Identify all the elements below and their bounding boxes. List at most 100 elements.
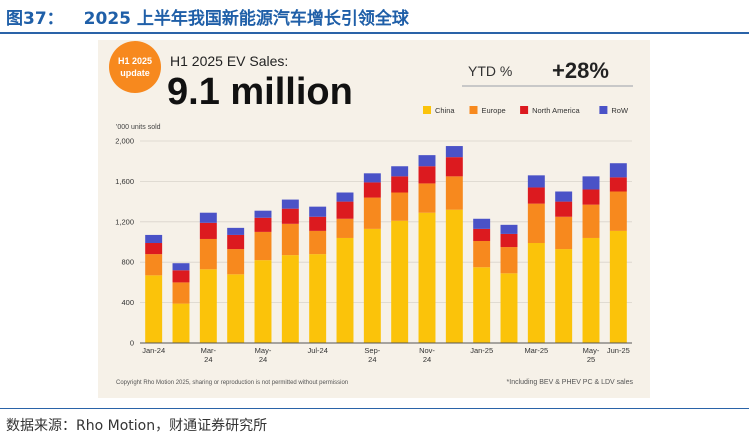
bar-europe-mar-25: [527, 203, 545, 244]
bar-china-apr-25: [555, 249, 573, 343]
bar-row-aug-24: [336, 192, 354, 202]
x-tick-label: 24: [368, 355, 376, 364]
x-tick-label: 24: [259, 355, 267, 364]
bar-china-jul-24: [309, 254, 327, 343]
legend-label-row: RoW: [611, 106, 629, 115]
legend-swatch-row: [599, 106, 608, 114]
bar-row-apr-24: [227, 227, 245, 235]
bar-north-america-mar-25: [527, 187, 545, 204]
bar-row-jan-24: [145, 234, 163, 244]
figure-number: 图37：: [6, 9, 64, 29]
ytd-label: YTD %: [468, 63, 512, 79]
x-tick-label: Jan-24: [142, 346, 165, 355]
legend: China Europe North America RoW: [423, 106, 629, 115]
bar-china-nov-24: [418, 212, 436, 343]
x-tick-label: Nov-: [419, 346, 435, 355]
bar-row-may-25: [582, 176, 600, 190]
y-tick-label: 0: [130, 339, 134, 348]
bar-north-america-jul-24: [309, 216, 327, 231]
headline-value: 9.1 million: [167, 71, 353, 113]
bar-north-america-mar-24: [199, 222, 217, 239]
headline-label: H1 2025 EV Sales:: [170, 53, 288, 69]
x-tick-label: Mar-: [201, 346, 217, 355]
legend-label-china: China: [435, 106, 455, 115]
bar-china-feb-25: [500, 273, 518, 343]
bar-row-oct-24: [391, 166, 409, 177]
bar-europe-sep-24: [363, 197, 381, 229]
legend-label-europe: Europe: [482, 106, 506, 115]
bar-europe-apr-25: [555, 216, 573, 250]
unit-label: '000 units sold: [116, 124, 161, 131]
x-tick-label: Mar-25: [524, 346, 548, 355]
badge-line1: H1 2025: [118, 56, 152, 66]
bar-europe-oct-24: [391, 192, 409, 221]
bar-row-jan-25: [473, 218, 491, 229]
legend-swatch-north-america: [520, 106, 529, 114]
bar-europe-jan-24: [145, 254, 163, 276]
bar-row-feb-24: [172, 263, 190, 271]
bar-north-america-nov-24: [418, 166, 436, 184]
x-tick-label: May-: [583, 346, 600, 355]
bar-row-nov-24: [418, 155, 436, 167]
bar-row-jun-25: [609, 163, 627, 178]
bar-row-jul-24: [309, 206, 327, 217]
bar-north-america-may-25: [582, 189, 600, 205]
bar-europe-jan-25: [473, 240, 491, 268]
bar-north-america-dec-24: [445, 157, 463, 177]
bar-north-america-jun-24: [281, 208, 299, 224]
bar-china-may-25: [582, 237, 600, 343]
x-tick-label: Jun-25: [607, 346, 630, 355]
x-tick-label: Jul-24: [307, 346, 327, 355]
legend-swatch-china: [423, 106, 431, 114]
bar-row-feb-25: [500, 224, 518, 234]
bar-china-feb-24: [172, 303, 190, 343]
footer-rule: [0, 408, 749, 409]
bar-europe-dec-24: [445, 176, 463, 210]
bar-europe-jun-24: [281, 223, 299, 256]
bar-north-america-sep-24: [363, 182, 381, 198]
figure-title: 图37： 2025 上半年我国新能源汽车增长引领全球: [6, 4, 409, 29]
y-tick-label: 1,200: [115, 217, 134, 226]
gridlines: [140, 140, 632, 304]
bar-china-mar-24: [199, 269, 217, 343]
bar-row-jun-24: [281, 199, 299, 209]
bar-row-may-24: [254, 210, 272, 218]
y-axis-ticks: 0 400 800 1,200 1,600 2,000: [115, 137, 134, 348]
legend-label-north-america: North America: [532, 106, 580, 115]
bar-europe-jul-24: [309, 230, 327, 255]
bars: [145, 146, 627, 343]
y-tick-label: 2,000: [115, 137, 134, 146]
legend-swatch-europe: [469, 106, 478, 114]
bar-row-dec-24: [445, 146, 463, 158]
bar-row-mar-25: [527, 175, 545, 188]
title-rule: [0, 32, 749, 34]
badge-line2: update: [120, 68, 150, 78]
bar-china-jan-25: [473, 267, 491, 343]
source-line: 数据来源：Rho Motion，财通证券研究所: [6, 418, 268, 434]
y-tick-label: 800: [121, 258, 134, 267]
bar-europe-jun-25: [609, 191, 627, 231]
bar-row-sep-24: [363, 173, 381, 183]
x-tick-label: Jan-25: [470, 346, 493, 355]
bar-north-america-jun-25: [609, 177, 627, 192]
bar-china-jun-24: [281, 255, 299, 343]
bar-north-america-feb-25: [500, 233, 518, 248]
bar-china-dec-24: [445, 209, 463, 343]
bar-north-america-apr-24: [227, 234, 245, 250]
ytd-value: +28%: [552, 58, 609, 83]
x-tick-label: 24: [204, 355, 212, 364]
bar-china-aug-24: [336, 237, 354, 343]
bar-europe-nov-24: [418, 183, 436, 213]
bar-europe-may-25: [582, 204, 600, 238]
footnote: *Including BEV & PHEV PC & LDV sales: [507, 379, 634, 386]
bar-china-oct-24: [391, 220, 409, 343]
bar-china-may-24: [254, 260, 272, 343]
bar-north-america-feb-24: [172, 270, 190, 283]
bar-north-america-jan-24: [145, 243, 163, 255]
bar-north-america-oct-24: [391, 176, 409, 193]
x-tick-label: Sep-: [364, 346, 380, 355]
bar-north-america-aug-24: [336, 201, 354, 219]
bar-china-apr-24: [227, 274, 245, 343]
